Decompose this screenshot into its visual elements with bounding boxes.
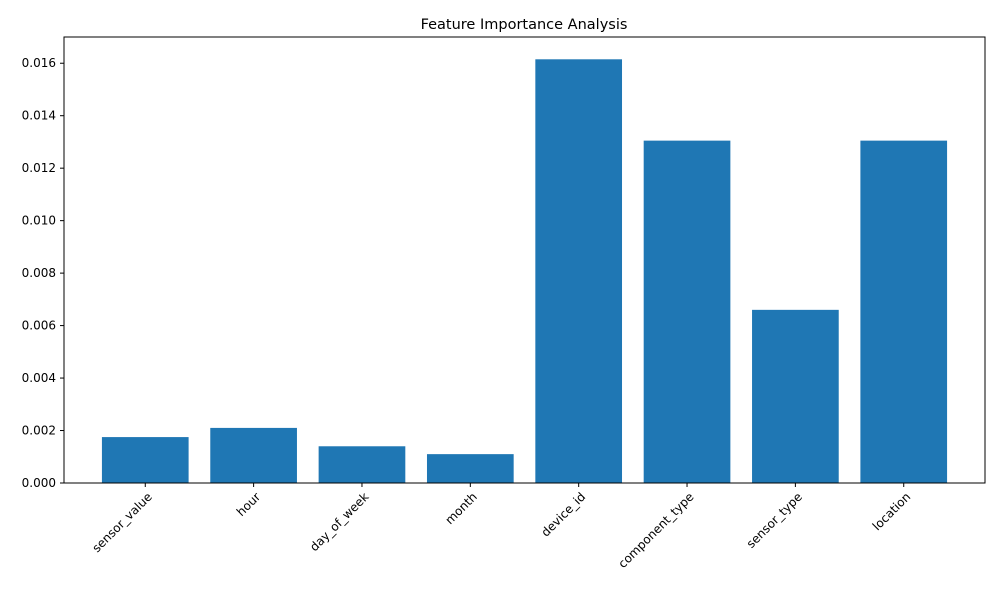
bars-group <box>101 59 948 484</box>
bar-component-type <box>643 140 731 484</box>
bar-location <box>860 140 948 484</box>
y-axis: 0.000 0.002 0.004 0.006 0.008 0.010 0.012 0.014… <box>22 56 64 490</box>
y-tick-label: 0.014 <box>22 109 56 123</box>
bar-day-of-week <box>318 446 406 483</box>
chart-title: Feature Importance Analysis <box>421 17 628 33</box>
y-tick-label: 0.002 <box>22 424 56 438</box>
plot-area-frame <box>63 36 986 484</box>
y-tick-label: 0.006 <box>22 319 56 333</box>
y-tick-label: 0.000 <box>22 476 56 490</box>
bar-hour <box>210 427 297 483</box>
y-tick-label: 0.016 <box>22 56 56 70</box>
y-tick-label: 0.010 <box>22 214 56 228</box>
bar-month <box>426 454 514 483</box>
bar-device-id <box>535 59 623 484</box>
bar-sensor-value <box>101 437 189 483</box>
y-tick-label: 0.012 <box>22 161 56 175</box>
bar-sensor-type <box>752 309 839 483</box>
y-tick-label: 0.008 <box>22 266 56 280</box>
y-tick-label: 0.004 <box>22 371 56 385</box>
